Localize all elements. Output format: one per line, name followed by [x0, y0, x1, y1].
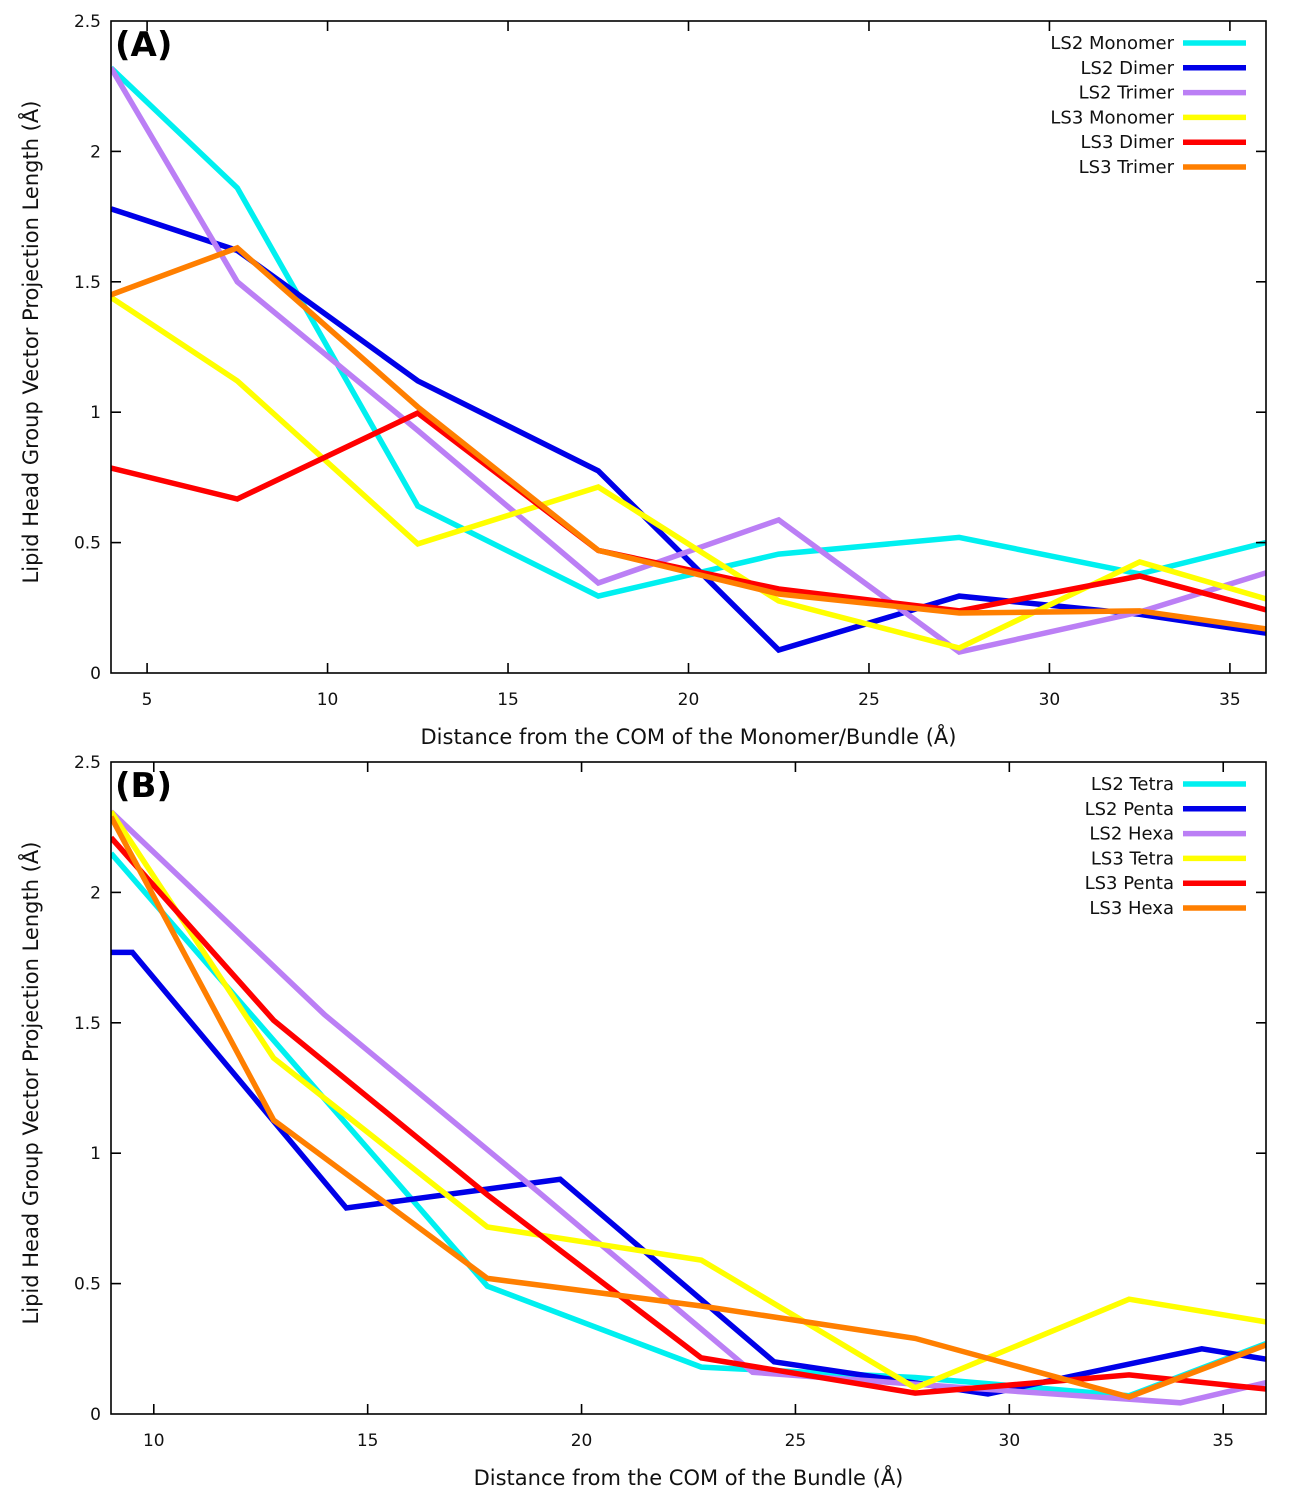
x-tick-label: 20 — [678, 690, 700, 710]
legend-label: LS2 Dimer — [1081, 58, 1175, 79]
y-tick-label: 1.5 — [74, 273, 101, 293]
series-line-ls3-dimer — [111, 409, 1266, 614]
legend-label: LS3 Penta — [1085, 873, 1174, 894]
y-tick-label: 2 — [90, 883, 101, 903]
axis-ticks: 10 15 20 25 30 35 0 0.5 1 1.5 2 2.5 — [74, 753, 1266, 1451]
panel-b: 10 15 20 25 30 35 0 0.5 1 1.5 2 2.5 (B) Distance fr… — [17, 753, 1267, 1490]
legend-label: LS3 Trimer — [1079, 157, 1175, 178]
legend-label: LS3 Hexa — [1089, 898, 1174, 919]
x-tick-label: 10 — [317, 690, 339, 710]
series-line-ls2-monomer — [111, 65, 1266, 600]
legend-label: LS3 Tetra — [1091, 848, 1174, 869]
x-tick-label: 15 — [497, 690, 519, 710]
x-tick-label: 10 — [143, 1431, 165, 1451]
series-line-ls3-trimer — [111, 244, 1266, 632]
y-tick-label: 0 — [90, 664, 101, 684]
x-tick-label: 35 — [1212, 1431, 1234, 1451]
y-tick-label: 2 — [90, 142, 101, 162]
y-tick-label: 1.5 — [74, 1014, 101, 1034]
series-line-ls3-tetra — [111, 810, 1266, 1391]
legend: LS2 Tetra LS2 Penta LS2 Hexa LS3 Tetra LS3 P… — [1085, 774, 1246, 919]
x-axis-title: Distance from the COM of the Monomer/Bun… — [421, 723, 957, 749]
legend-label: LS2 Trimer — [1079, 83, 1175, 104]
legend-label: LS2 Hexa — [1089, 824, 1174, 845]
series-line-ls2-trimer — [111, 66, 1266, 656]
series-line-ls2-penta — [111, 949, 1266, 1397]
x-tick-label: 35 — [1219, 690, 1241, 710]
x-tick-label: 30 — [999, 1431, 1021, 1451]
x-tick-label: 15 — [357, 1431, 379, 1451]
series-line-ls2-hexa — [111, 809, 1266, 1406]
y-tick-label: 0.5 — [74, 534, 101, 554]
series-line-ls3-penta — [111, 835, 1266, 1396]
x-tick-label: 25 — [858, 690, 880, 710]
legend-label: LS2 Penta — [1085, 799, 1174, 820]
legend-label: LS3 Monomer — [1050, 107, 1174, 128]
series-line-ls3-monomer — [111, 295, 1266, 651]
x-axis-title: Distance from the COM of the Bundle (Å) — [474, 1464, 904, 1490]
series-lines — [111, 809, 1266, 1406]
y-tick-label: 2.5 — [74, 753, 101, 773]
y-tick-label: 2.5 — [74, 12, 101, 32]
x-tick-label: 20 — [571, 1431, 593, 1451]
legend-label: LS2 Monomer — [1050, 33, 1174, 54]
y-tick-label: 1 — [90, 1144, 101, 1164]
panel-label: (A) — [115, 25, 172, 65]
panel-a: 5 10 15 20 25 30 35 0 0.5 1 1.5 2 2.5 (A) Distance f… — [17, 12, 1267, 749]
legend-label: LS3 Dimer — [1081, 132, 1175, 153]
plot-frame — [110, 761, 1267, 1415]
series-lines — [111, 65, 1266, 656]
y-tick-label: 1 — [90, 403, 101, 423]
y-tick-label: 0 — [90, 1405, 101, 1425]
y-axis-title: Lipid Head Group Vector Projection Lengt… — [17, 842, 43, 1325]
x-tick-label: 30 — [1039, 690, 1061, 710]
x-tick-label: 5 — [142, 690, 153, 710]
axis-ticks: 5 10 15 20 25 30 35 0 0.5 1 1.5 2 2.5 — [74, 12, 1266, 710]
x-tick-label: 25 — [785, 1431, 807, 1451]
panel-label: (B) — [115, 766, 172, 806]
y-tick-label: 0.5 — [74, 1275, 101, 1295]
series-line-ls3-hexa — [111, 815, 1266, 1400]
y-axis-title: Lipid Head Group Vector Projection Lengt… — [17, 101, 43, 584]
legend-label: LS2 Tetra — [1091, 774, 1174, 795]
legend: LS2 Monomer LS2 Dimer LS2 Trimer LS3 Monome… — [1050, 33, 1246, 178]
